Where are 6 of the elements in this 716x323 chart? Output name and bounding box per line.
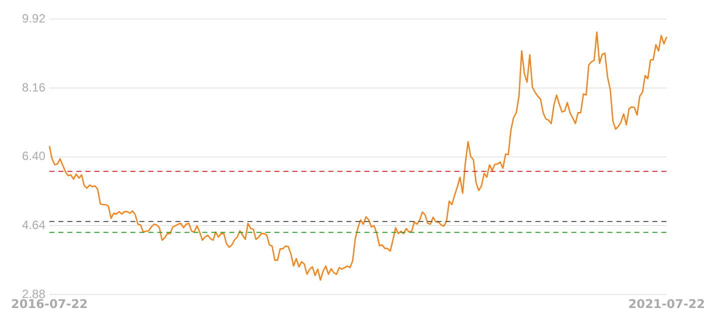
y-tick-label: 9.92 (22, 12, 46, 26)
y-tick-label: 6.40 (22, 149, 46, 164)
x-tick-label: 2021-07-22 (628, 296, 706, 311)
y-tick-label: 4.64 (22, 218, 46, 232)
x-tick-label: 2016-07-22 (10, 296, 88, 311)
y-tick-label: 8.16 (22, 80, 46, 94)
